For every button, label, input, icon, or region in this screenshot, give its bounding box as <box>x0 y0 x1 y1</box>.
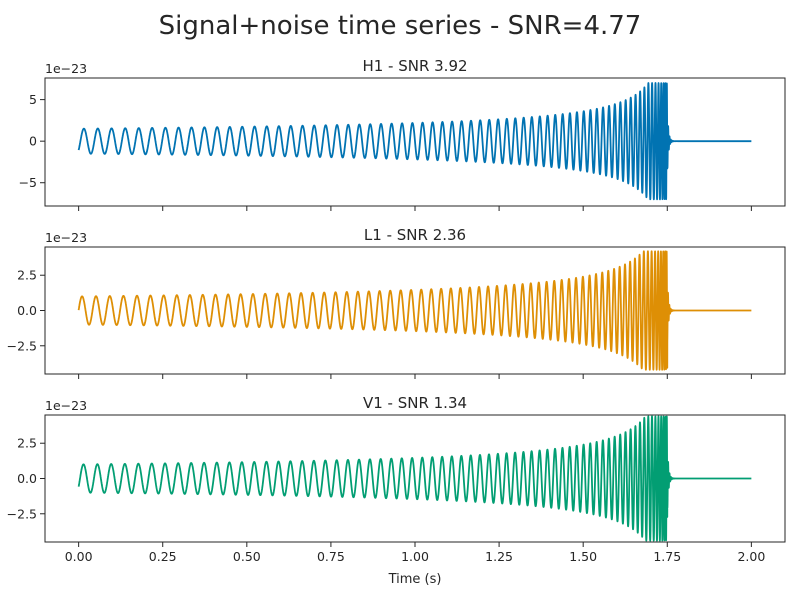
y-tick-label: 0 <box>29 134 37 149</box>
y-tick-label: −2.5 <box>7 338 37 353</box>
panel-h1: H1 - SNR 3.92 1e−23 5 0 −5 <box>19 57 786 211</box>
y-tick-label: −2.5 <box>7 506 37 521</box>
y-offset-label: 1e−23 <box>45 398 87 413</box>
y-offset-label: 1e−23 <box>45 230 87 245</box>
panel-title: H1 - SNR 3.92 <box>362 57 467 75</box>
series-line-v1 <box>77 415 753 542</box>
y-tick-label: 2.5 <box>17 268 37 283</box>
y-tick-label: 2.5 <box>17 436 37 451</box>
x-tick-label: 0.00 <box>65 549 93 564</box>
series-line-l1 <box>77 250 753 371</box>
panels-group: H1 - SNR 3.92 1e−23 5 0 −5 L1 - SNR 2.36 1e−23… <box>7 57 786 564</box>
series-line-h1 <box>77 82 753 201</box>
x-tick-label: 1.00 <box>401 549 429 564</box>
x-tick-label: 1.50 <box>569 549 597 564</box>
y-tick-label: 0.0 <box>17 471 37 486</box>
y-tick-label: 5 <box>29 92 37 107</box>
panel-title: L1 - SNR 2.36 <box>364 226 466 244</box>
x-tick-label: 1.75 <box>653 549 681 564</box>
x-tick-label: 0.25 <box>149 549 177 564</box>
x-tick-label: 1.25 <box>485 549 513 564</box>
y-tick-label: 0.0 <box>17 303 37 318</box>
x-tick-label: 2.00 <box>737 549 765 564</box>
x-tick-label: 0.50 <box>233 549 261 564</box>
y-offset-label: 1e−23 <box>45 61 87 76</box>
panel-v1: V1 - SNR 1.34 1e−23 0.00 0.25 0.50 0.75 1.00 1.… <box>7 394 786 564</box>
x-tick-label: 0.75 <box>317 549 345 564</box>
x-axis-label: Time (s) <box>388 572 442 587</box>
panel-l1: L1 - SNR 2.36 1e−23 2.5 0.0 −2.5 <box>7 226 786 379</box>
y-tick-label: −5 <box>19 175 37 190</box>
panel-title: V1 - SNR 1.34 <box>363 394 467 412</box>
figure-title: Signal+noise time series - SNR=4.77 <box>159 11 642 41</box>
